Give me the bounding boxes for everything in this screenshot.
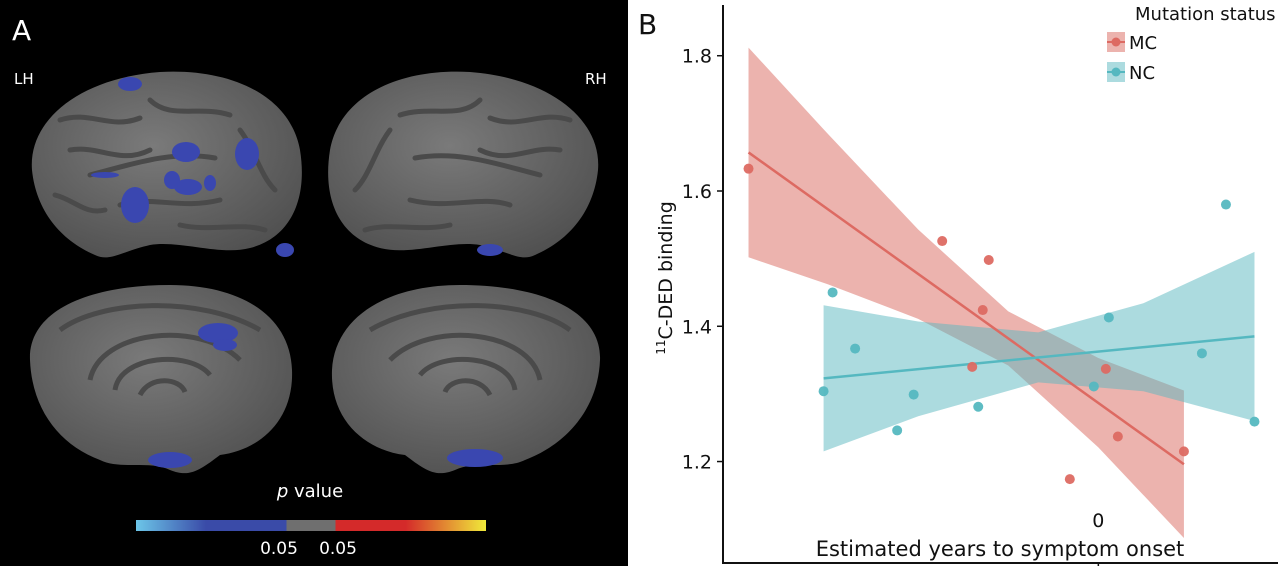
data-point-nc [892, 425, 903, 436]
legend-label-nc: NC [1129, 63, 1155, 84]
confidence-band-nc [823, 251, 1255, 452]
data-point-nc [850, 343, 861, 354]
panel-b: B 1.2 1.4 1.6 1.8 0 11C-DED binding Estimat… [638, 4, 1278, 569]
colorbar-right-threshold: 0.05 [319, 539, 357, 559]
data-point-mc [977, 305, 988, 316]
colorbar [136, 520, 486, 531]
data-point-nc [973, 401, 984, 412]
data-point-nc [1088, 381, 1099, 392]
brain-medial-left [29, 285, 293, 474]
data-point-mc [937, 236, 948, 247]
legend-label-mc: MC [1129, 33, 1157, 54]
data-point-mc [1064, 474, 1075, 485]
y-tick-label: 1.2 [682, 452, 712, 474]
panel-b-label: B [638, 8, 657, 41]
panel-a-label: A [12, 14, 31, 47]
rh-label: RH [585, 70, 607, 88]
data-point-nc [1249, 416, 1260, 427]
y-ticks: 1.2 1.4 1.6 1.8 [682, 46, 723, 474]
y-tick-label: 1.8 [682, 46, 712, 68]
data-point-mc [1100, 363, 1111, 374]
data-point-nc [818, 386, 829, 397]
panel-a: A LH RH [0, 0, 628, 566]
data-point-mc [1112, 431, 1123, 442]
fit-line-nc [823, 335, 1255, 380]
brain-medial-right [331, 285, 601, 474]
legend-item-nc: NC [1107, 62, 1155, 84]
confidence-band-mc [748, 47, 1184, 538]
data-point-mc [967, 361, 978, 372]
data-point-mc [1178, 446, 1189, 457]
legend: Mutation status MC NC [1107, 4, 1276, 84]
data-point-mc [743, 163, 754, 174]
data-point-nc [908, 389, 919, 400]
data-point-nc [827, 287, 838, 298]
brain-lateral-right [328, 71, 599, 258]
y-tick-label: 1.4 [682, 316, 712, 338]
brain-lateral-left [31, 71, 302, 258]
colorbar-title: p value [276, 481, 343, 502]
data-point-nc [1103, 312, 1114, 323]
plot-area [743, 47, 1260, 538]
data-point-nc [1220, 199, 1231, 210]
legend-item-mc: MC [1107, 32, 1157, 54]
data-point-nc [1196, 348, 1207, 359]
data-point-mc [983, 254, 994, 265]
y-tick-label: 1.6 [682, 181, 712, 203]
x-tick-label: 0 [1092, 510, 1104, 532]
colorbar-left-threshold: 0.05 [260, 539, 298, 559]
fit-line-mc [747, 151, 1185, 466]
lh-label: LH [14, 70, 34, 88]
y-axis-label: 11C-DED binding [654, 201, 677, 355]
legend-title: Mutation status [1135, 4, 1276, 25]
x-axis-label: Estimated years to symptom onset [816, 537, 1185, 561]
